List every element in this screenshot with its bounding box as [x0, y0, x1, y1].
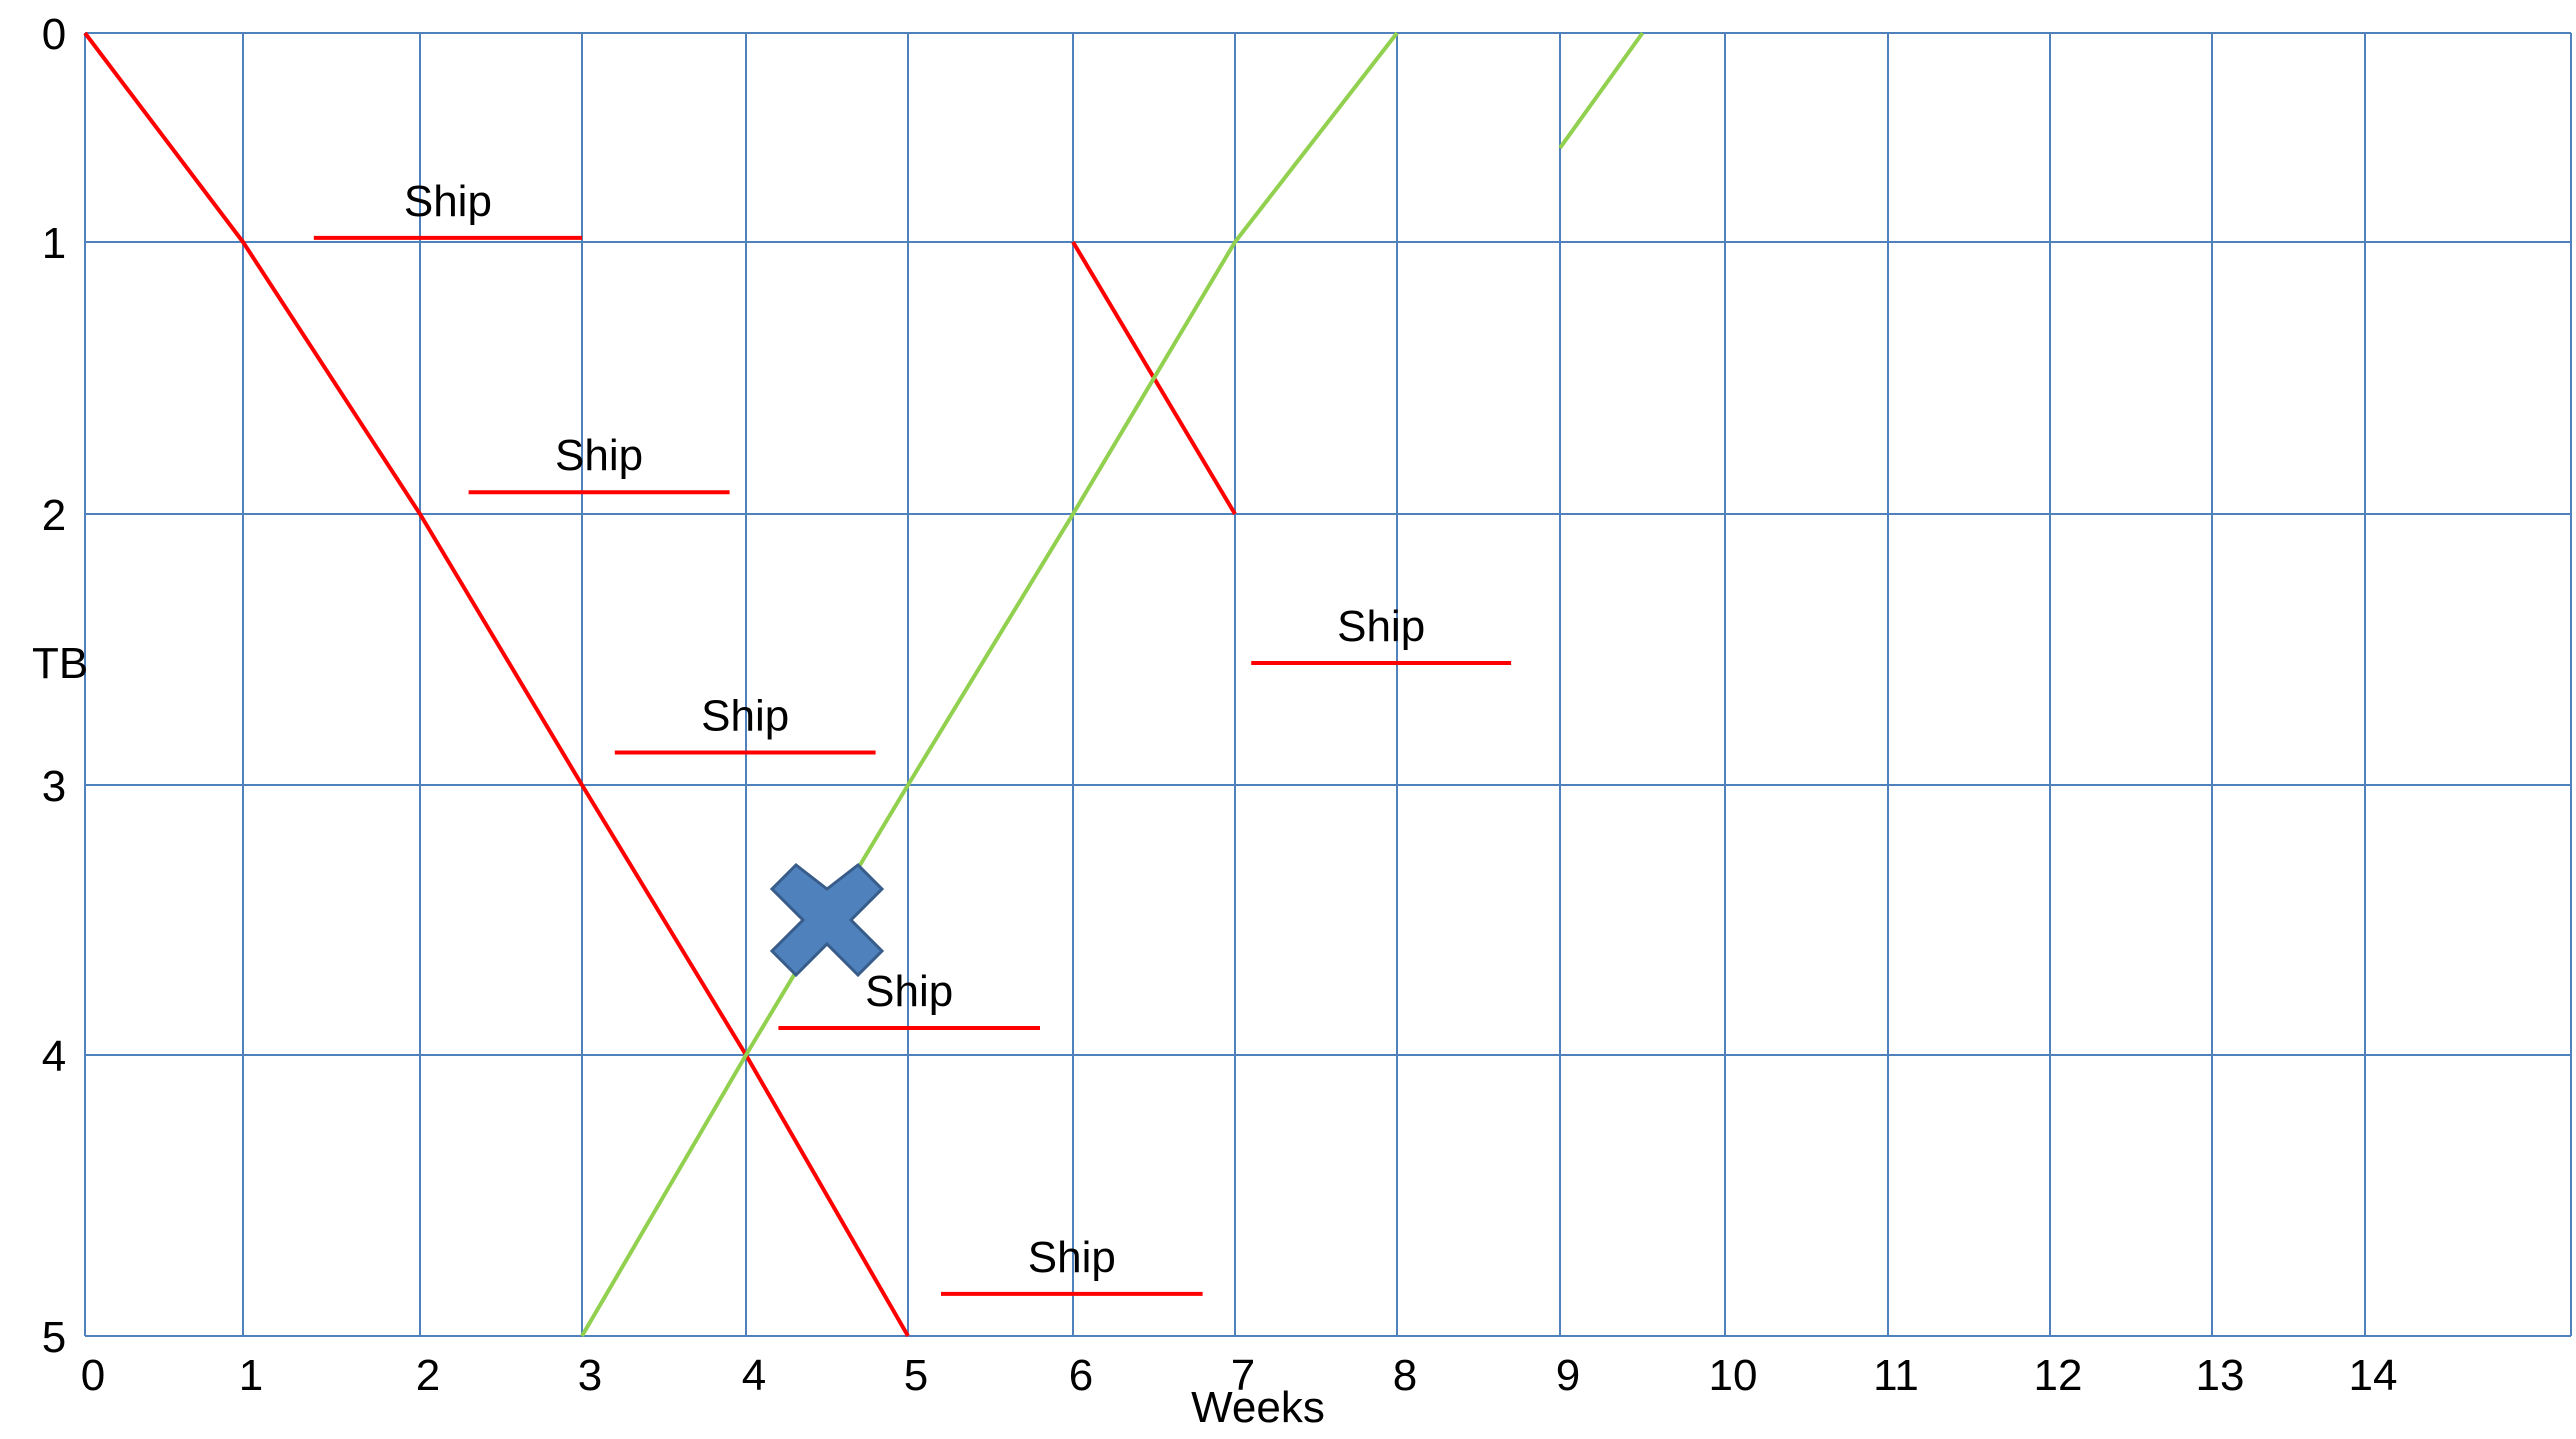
x-tick-label-1: 1 — [239, 1351, 263, 1400]
marker-layer — [769, 863, 885, 978]
series-line-green-4 — [1233, 31, 1399, 244]
ship-label-1: Ship — [555, 431, 643, 480]
x-tick-label-6: 6 — [1069, 1351, 1093, 1400]
series-line-red-0 — [83, 31, 910, 1337]
x-tick-label-11: 11 — [1873, 1351, 1919, 1400]
grid-layer — [84, 32, 2572, 1337]
series-layer — [83, 31, 1645, 1338]
y-tick-label-5: 5 — [42, 1313, 66, 1362]
x-tick-label-3: 3 — [578, 1351, 602, 1400]
x-tick-label-0: 0 — [81, 1351, 105, 1400]
x-tick-label-2: 2 — [416, 1351, 440, 1400]
y-axis-label: TB — [32, 639, 88, 688]
ship-label-3: Ship — [865, 967, 953, 1016]
y-tick-label-3: 3 — [42, 762, 66, 811]
x-tick-label-7: 7 — [1231, 1351, 1255, 1400]
series-line-green-5 — [1558, 31, 1645, 150]
y-tick-label-1: 1 — [42, 219, 66, 268]
y-tick-label-0: 0 — [42, 10, 66, 59]
x-tick-label-12: 12 — [2034, 1351, 2083, 1400]
x-tick-label-4: 4 — [742, 1351, 766, 1400]
x-tick-label-10: 10 — [1709, 1351, 1758, 1400]
x-tick-label-9: 9 — [1556, 1351, 1580, 1400]
x-tick-label-8: 8 — [1393, 1351, 1417, 1400]
y-tick-label-4: 4 — [42, 1032, 66, 1081]
cross-marker-icon — [769, 863, 885, 978]
x-tick-label-13: 13 — [2196, 1351, 2245, 1400]
ship-label-0: Ship — [404, 177, 492, 226]
ship-label-4: Ship — [1028, 1233, 1116, 1282]
ship-label-5: Ship — [1337, 602, 1425, 651]
x-axis-label: Weeks — [1191, 1383, 1325, 1432]
annotation-layer: Ship Ship Ship Ship Ship Ship — [313, 177, 1512, 1296]
ship-label-2: Ship — [701, 691, 789, 740]
x-tick-label-5: 5 — [904, 1351, 928, 1400]
x-tick-label-14: 14 — [2349, 1351, 2398, 1400]
series-line-green-3 — [906, 240, 1237, 787]
y-tick-label-2: 2 — [42, 491, 66, 540]
